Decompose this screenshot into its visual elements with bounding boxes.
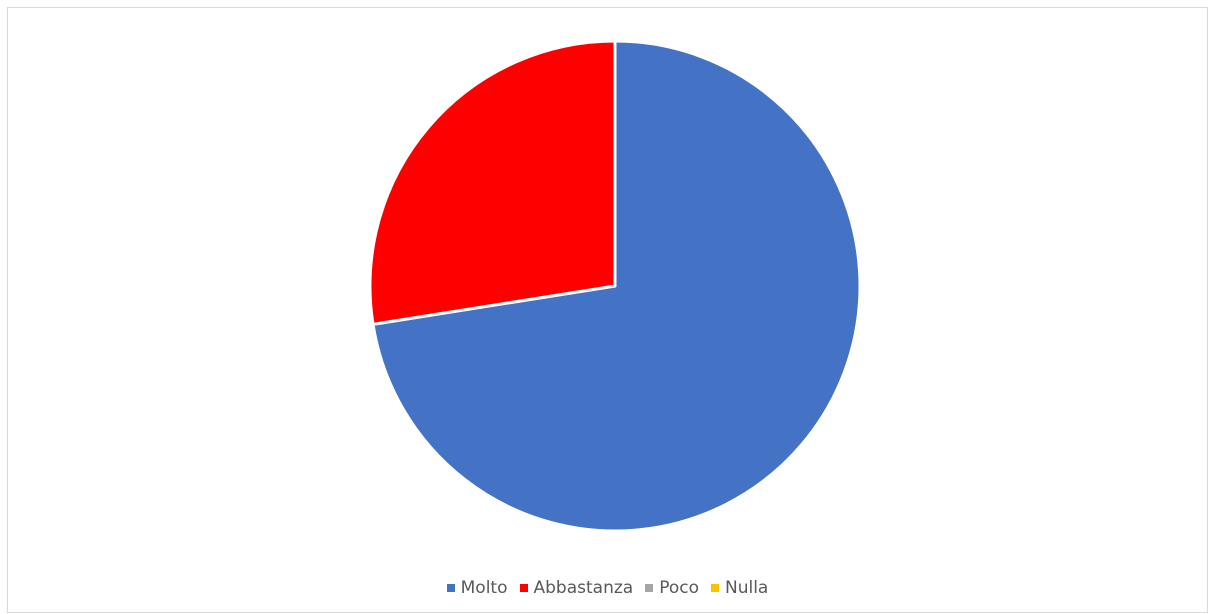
legend-swatch-nulla [710,584,719,592]
legend-label-molto: Molto [460,578,508,598]
legend-label-abbastanza: Abbastanza [533,578,634,598]
chart-area: Molto Abbastanza Poco Nulla [7,7,1208,613]
legend-swatch-molto [446,584,455,592]
legend-item-abbastanza: Abbastanza [519,578,634,598]
legend-swatch-abbastanza [519,584,528,592]
legend-swatch-poco [645,584,654,592]
legend-label-nulla: Nulla [724,578,769,598]
legend-item-molto: Molto [446,578,508,598]
chart-legend: Molto Abbastanza Poco Nulla [8,578,1207,598]
legend-item-poco: Poco [645,578,699,598]
pie-chart [368,39,862,533]
legend-item-nulla: Nulla [710,578,769,598]
pie-slice-abbastanza [368,39,617,326]
legend-label-poco: Poco [659,578,699,598]
